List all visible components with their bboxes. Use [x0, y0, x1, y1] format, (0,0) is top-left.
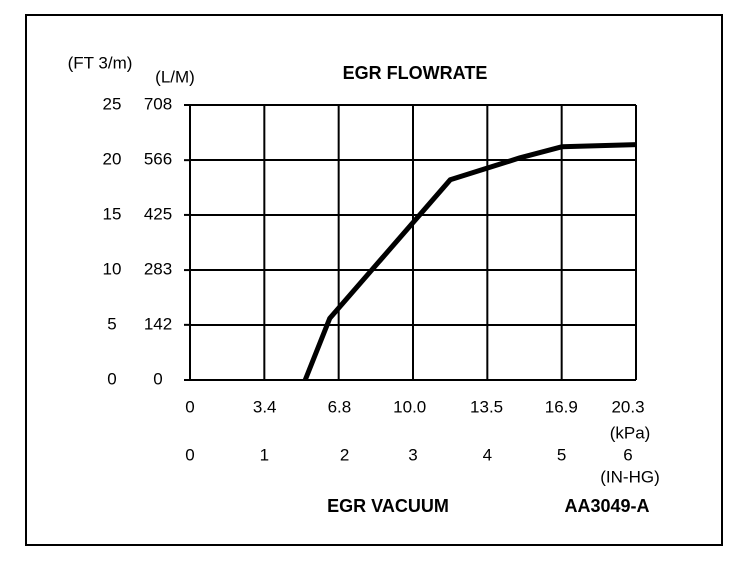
y-axis-label: (FT 3/m) [68, 53, 133, 72]
y2-tick-label: 425 [144, 204, 172, 223]
x-tick-label: 3 [408, 445, 417, 464]
chart-title: EGR FLOWRATE [343, 63, 488, 83]
figure-code: AA3049-A [564, 496, 649, 516]
x-axis-label: EGR VACUUM [327, 496, 449, 516]
y-tick-label: 5 [107, 314, 116, 333]
y2-tick-label: 566 [144, 150, 172, 169]
x-tick-label: 4 [483, 445, 492, 464]
y2-tick-label: 283 [144, 260, 172, 279]
x-tick-label: 0 [185, 445, 194, 464]
x2-tick-label: 6.8 [328, 397, 352, 416]
y-tick-label: 25 [103, 94, 122, 113]
x2-tick-label: 13.5 [470, 397, 503, 416]
x2-tick-label: 20.3 [611, 397, 644, 416]
frame [25, 14, 723, 546]
data-line [302, 142, 637, 381]
y-tick-label: 15 [103, 204, 122, 223]
x-tick-label: 1 [260, 445, 269, 464]
y-tick-label: 0 [107, 369, 116, 388]
x-tick-label: 5 [557, 445, 566, 464]
x-unit-label: (IN-HG) [600, 467, 659, 486]
y2-tick-label: 708 [144, 94, 172, 113]
x-tick-label: 6 [623, 445, 632, 464]
x-tick-label: 2 [340, 445, 349, 464]
y2-tick-label: 0 [153, 369, 162, 388]
y2-tick-label: 142 [144, 314, 172, 333]
y-tick-label: 20 [103, 149, 122, 168]
y-tick-label: 10 [103, 259, 122, 278]
x2-unit-label: (kPa) [610, 423, 651, 442]
x2-tick-label: 16.9 [545, 397, 578, 416]
x2-tick-label: 3.4 [253, 397, 277, 416]
x2-tick-label: 10.0 [393, 397, 426, 416]
y2-axis-label: (L/M) [155, 67, 195, 86]
x2-tick-label: 0 [185, 397, 194, 416]
